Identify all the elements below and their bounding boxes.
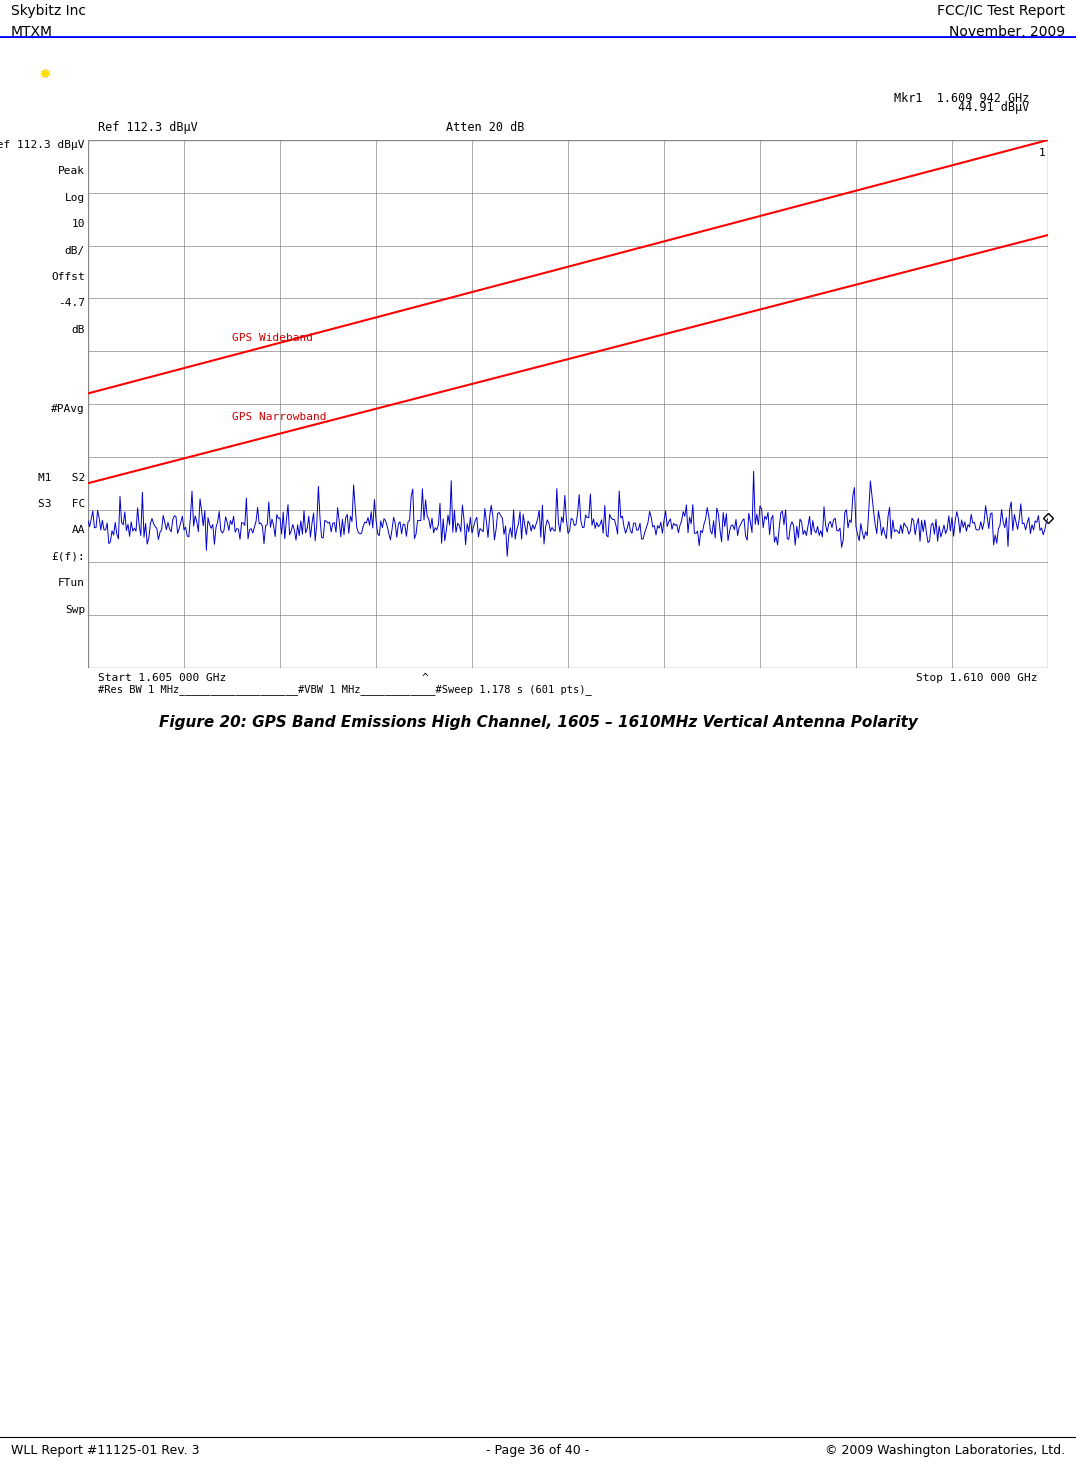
Text: S3   FC: S3 FC: [38, 499, 85, 509]
Text: ^: ^: [422, 673, 428, 682]
Text: November, 2009: November, 2009: [949, 25, 1065, 38]
Text: M1   S2: M1 S2: [38, 473, 85, 483]
Text: © 2009 Washington Laboratories, Ltd.: © 2009 Washington Laboratories, Ltd.: [825, 1445, 1065, 1458]
Text: FTun: FTun: [58, 578, 85, 589]
Text: 1: 1: [1038, 148, 1045, 158]
Text: Ref 112.3 dBµV: Ref 112.3 dBµV: [0, 141, 85, 149]
Text: 44.91 dBµV: 44.91 dBµV: [959, 101, 1030, 114]
Text: dB: dB: [71, 325, 85, 335]
Text: R   T: R T: [764, 67, 806, 81]
Text: AA: AA: [71, 526, 85, 536]
Text: GPS Wideband: GPS Wideband: [232, 332, 313, 343]
Text: Stop 1.610 000 GHz: Stop 1.610 000 GHz: [917, 673, 1037, 682]
Text: Agilent 15:14:04   Sep 16, 2009: Agilent 15:14:04 Sep 16, 2009: [80, 67, 348, 81]
Text: #Res BW 1 MHz___________________#VBW 1 MHz____________#Sweep 1.178 s (601 pts)_: #Res BW 1 MHz___________________#VBW 1 M…: [98, 684, 592, 695]
Text: -4.7: -4.7: [58, 299, 85, 309]
Text: WLL Report #11125-01 Rev. 3: WLL Report #11125-01 Rev. 3: [11, 1445, 199, 1458]
Text: - Page 36 of 40 -: - Page 36 of 40 -: [486, 1445, 590, 1458]
Text: Mkr1  1.609 942 GHz: Mkr1 1.609 942 GHz: [894, 92, 1030, 105]
Text: Log: Log: [65, 193, 85, 203]
Text: Start 1.605 000 GHz: Start 1.605 000 GHz: [98, 673, 226, 682]
Text: dB/: dB/: [65, 246, 85, 256]
Text: FCC/IC Test Report: FCC/IC Test Report: [937, 4, 1065, 18]
Text: MTXM: MTXM: [11, 25, 53, 38]
Text: Offst: Offst: [52, 272, 85, 283]
Text: Skybitz Inc: Skybitz Inc: [11, 4, 86, 18]
Text: Peak: Peak: [58, 167, 85, 176]
Text: Ref 112.3 dBµV: Ref 112.3 dBµV: [98, 122, 198, 135]
Text: Atten 20 dB: Atten 20 dB: [445, 122, 524, 135]
Text: Swp: Swp: [65, 605, 85, 615]
Text: Figure 20: GPS Band Emissions High Channel, 1605 – 1610MHz Vertical Antenna Pola: Figure 20: GPS Band Emissions High Chann…: [158, 716, 918, 731]
Text: ✹: ✹: [39, 66, 51, 82]
Text: #PAvg: #PAvg: [52, 404, 85, 414]
Text: GPS Narrowband: GPS Narrowband: [232, 411, 326, 422]
Text: 10: 10: [71, 220, 85, 230]
Text: £(f):: £(f):: [52, 552, 85, 562]
